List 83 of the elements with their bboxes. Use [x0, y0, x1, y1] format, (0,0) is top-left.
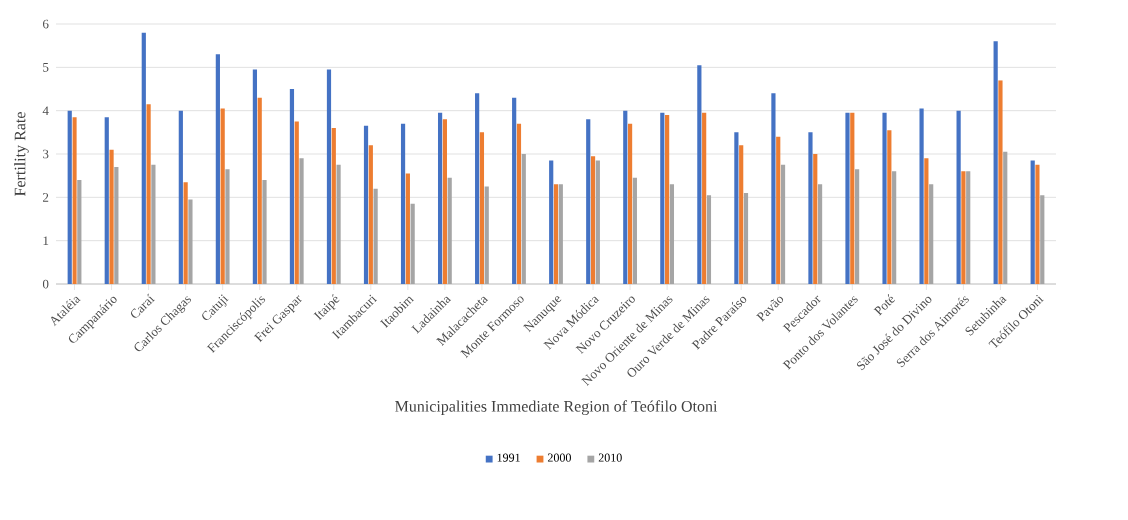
bar: [956, 110, 961, 284]
bar: [586, 119, 591, 284]
bar: [697, 65, 702, 284]
bar: [437, 112, 443, 284]
bar: [405, 173, 410, 284]
bar: [743, 193, 749, 284]
bar: [326, 69, 332, 284]
bar: [215, 54, 220, 284]
bar: [447, 177, 452, 284]
bar: [368, 145, 373, 284]
bar: [734, 132, 739, 284]
bar: [183, 182, 188, 284]
bar: [929, 184, 934, 284]
bar: [553, 184, 559, 284]
bar: [67, 110, 72, 284]
bar: [299, 158, 304, 284]
bar: [961, 171, 966, 284]
bar: [252, 69, 258, 284]
bar: [887, 130, 892, 284]
bar: [289, 89, 295, 284]
bar: [109, 149, 114, 284]
bar: [808, 132, 813, 284]
bar: [146, 104, 151, 284]
bar: [665, 115, 670, 284]
bar: [114, 167, 119, 284]
y-axis-title: Fertility Rate: [14, 112, 29, 196]
bar: [669, 184, 675, 284]
bar: [475, 93, 480, 284]
bar: [739, 145, 744, 284]
bar: [410, 203, 415, 284]
bar: [257, 97, 262, 284]
bar: [1003, 151, 1008, 284]
bar: [771, 93, 776, 284]
bar: [776, 136, 781, 284]
bar: [1040, 195, 1045, 284]
bar: [77, 180, 82, 284]
bar: [331, 128, 336, 284]
bar: [104, 117, 109, 284]
bar: [632, 177, 637, 284]
bar: [558, 184, 563, 284]
bar: [706, 195, 712, 284]
bar: [966, 171, 971, 284]
bar: [373, 188, 378, 284]
bar: [998, 80, 1003, 284]
bar: [780, 164, 786, 284]
bar: [627, 123, 633, 284]
bar: [512, 97, 517, 284]
bar: [892, 171, 897, 284]
bar: [442, 119, 447, 284]
bar: [220, 108, 225, 284]
bar: [188, 199, 193, 284]
bar: [400, 123, 406, 284]
bar: [595, 160, 600, 284]
bar: [516, 123, 522, 284]
bar: [151, 164, 156, 284]
bar: [484, 186, 489, 284]
bar: [262, 180, 267, 284]
bar: [660, 112, 665, 284]
bar: [845, 112, 850, 284]
bar: [479, 132, 485, 284]
bar: [225, 169, 230, 284]
bar: [813, 154, 818, 284]
bar: [623, 110, 628, 284]
bar: [72, 117, 77, 284]
bar: [590, 156, 596, 284]
bar: [1035, 164, 1040, 284]
bar: [850, 112, 855, 284]
bar: [363, 125, 369, 284]
bar: [882, 112, 887, 284]
bar: [336, 164, 341, 284]
x-axis-title: Municipalities Immediate Region of Teófilo Otoni: [395, 400, 718, 416]
bar: [924, 158, 929, 284]
bar: [294, 121, 299, 284]
bar: [855, 169, 860, 284]
bar: [141, 32, 146, 284]
bar: [549, 160, 554, 284]
bar: [702, 112, 707, 284]
bar: [817, 184, 823, 284]
bar: [993, 41, 998, 284]
bar: [919, 108, 924, 284]
bar: [178, 110, 183, 284]
bar: [521, 154, 526, 284]
bar: [1030, 160, 1035, 284]
